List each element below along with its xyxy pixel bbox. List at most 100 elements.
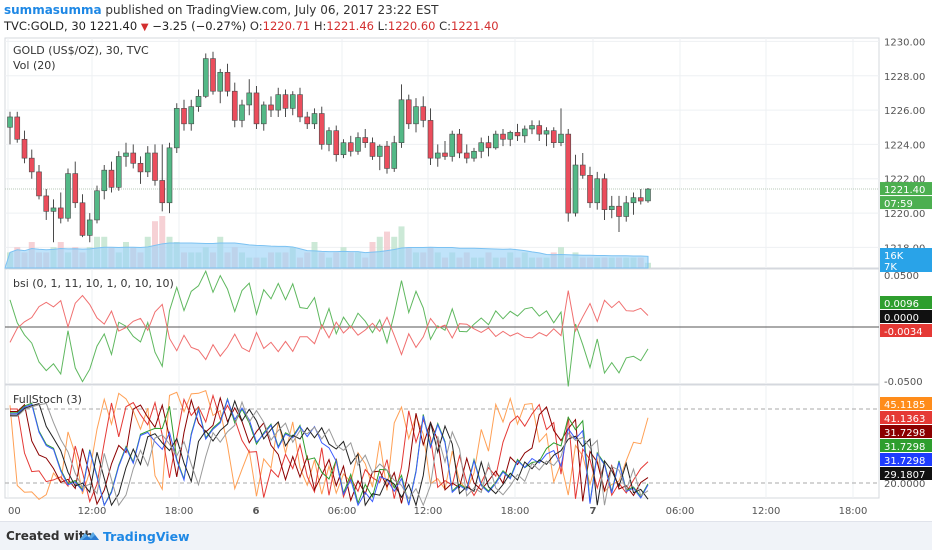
stoch-gray-line bbox=[10, 400, 649, 507]
stoch-red-line bbox=[10, 393, 649, 504]
candle bbox=[246, 79, 253, 116]
price-pane[interactable] bbox=[4, 37, 880, 269]
candle bbox=[500, 128, 506, 147]
bsi-value-badge: 0.0096 bbox=[880, 296, 932, 310]
svg-text:16K: 16K bbox=[884, 251, 904, 262]
price-axis[interactable]: 1230.00 1228.00 1226.00 1224.00 1222.00 1220.… bbox=[880, 37, 932, 490]
candle bbox=[289, 91, 296, 116]
bsi-tick-label: 0.0500 bbox=[884, 271, 919, 282]
stoch-legend: FullStoch (3) bbox=[13, 393, 82, 406]
candle bbox=[318, 106, 325, 150]
candle bbox=[463, 144, 470, 164]
candle bbox=[413, 98, 419, 133]
candle bbox=[231, 82, 238, 128]
candle bbox=[521, 125, 528, 143]
svg-text:1221.40: 1221.40 bbox=[884, 185, 925, 196]
candle bbox=[210, 51, 216, 95]
time-tick-label: 06:00 bbox=[666, 506, 695, 517]
price-tick-label: 1222.00 bbox=[884, 175, 925, 186]
bsi-tick-label: -0.0500 bbox=[884, 377, 923, 388]
candle bbox=[434, 144, 441, 167]
candle bbox=[637, 189, 644, 205]
stoch-value-badge: 31.7298 bbox=[880, 453, 932, 467]
svg-text:29.1807: 29.1807 bbox=[884, 470, 925, 481]
candle bbox=[282, 89, 289, 117]
stoch-value-badge: 45.1185 bbox=[880, 397, 932, 411]
candle bbox=[43, 189, 50, 220]
open-label: O: bbox=[249, 19, 263, 33]
candle bbox=[558, 108, 564, 147]
candle bbox=[616, 195, 622, 232]
candle bbox=[645, 188, 651, 203]
candle bbox=[347, 135, 354, 157]
symbol-quote-header: TVC:GOLD, 30 1221.40 ▼ −3.25 (−0.27%) O:… bbox=[4, 19, 499, 33]
volume-badge: 16K bbox=[880, 248, 932, 262]
candle bbox=[427, 108, 434, 166]
bsi-value-badge: -0.0034 bbox=[880, 324, 932, 338]
symbol-label: TVC:GOLD, 30 bbox=[4, 19, 86, 33]
time-axis[interactable]: 00 12:00 18:00 6 06:00 12:00 18:00 7 06:00 12:00 1… bbox=[8, 506, 867, 517]
candle bbox=[50, 199, 57, 243]
candle bbox=[65, 168, 71, 222]
candle bbox=[188, 99, 195, 131]
tradingview-logo-icon bbox=[79, 532, 99, 540]
candle bbox=[355, 132, 361, 155]
candle bbox=[326, 127, 332, 152]
time-tick-label: 18:00 bbox=[165, 506, 194, 517]
chart-canvas[interactable]: GOLD (US$/OZ), 30, TVC Vol (20) bsi (0, … bbox=[0, 0, 932, 521]
candle bbox=[456, 128, 463, 159]
candle bbox=[471, 147, 477, 162]
price-change: −3.25 (−0.27%) bbox=[152, 19, 247, 33]
candle bbox=[268, 96, 274, 117]
last-price: 1221.40 bbox=[89, 19, 138, 33]
candle bbox=[623, 195, 630, 222]
candle bbox=[57, 192, 64, 224]
candle bbox=[340, 139, 347, 159]
time-tick-label: 12:00 bbox=[752, 506, 781, 517]
candle bbox=[543, 127, 550, 147]
candle bbox=[94, 185, 100, 224]
time-tick-label: 12:00 bbox=[414, 506, 443, 517]
bsi-buy-line bbox=[9, 269, 649, 387]
candle bbox=[224, 63, 231, 97]
bsi-legend: bsi (0, 1, 11, 10, 1, 0, 10, 10) bbox=[13, 277, 174, 290]
candle bbox=[442, 140, 448, 160]
last-price-badge: 1221.40 bbox=[880, 182, 932, 196]
volume-bar bbox=[398, 226, 405, 268]
bsi-value-badge: 0.0000 bbox=[880, 310, 932, 324]
down-triangle-icon: ▼ bbox=[140, 22, 149, 33]
candle bbox=[420, 96, 427, 128]
svg-text:-0.0034: -0.0034 bbox=[884, 327, 923, 338]
price-legend: GOLD (US$/OZ), 30, TVC bbox=[13, 44, 149, 57]
candle bbox=[608, 195, 615, 219]
stoch-value-badge: 41.1363 bbox=[880, 411, 932, 425]
candle bbox=[239, 99, 245, 128]
candle bbox=[260, 101, 267, 131]
candle bbox=[195, 89, 202, 112]
stoch-value-badge: 31.7298 bbox=[880, 439, 932, 453]
volume-bar bbox=[159, 216, 166, 268]
candle bbox=[485, 135, 492, 157]
high-label: H: bbox=[313, 19, 327, 33]
candle bbox=[159, 144, 166, 212]
high-value: 1221.46 bbox=[326, 19, 374, 33]
stoch-value-badge: 29.1807 bbox=[880, 467, 932, 481]
candle bbox=[108, 161, 115, 193]
candle bbox=[594, 171, 601, 210]
time-tick-label: 12:00 bbox=[78, 506, 107, 517]
svg-text:0.0000: 0.0000 bbox=[884, 313, 919, 324]
author-link[interactable]: summasumma bbox=[4, 3, 102, 17]
candle bbox=[297, 87, 303, 123]
svg-text:31.7298: 31.7298 bbox=[884, 456, 925, 467]
candle bbox=[101, 165, 108, 200]
publish-header: summasumma published on TradingView.com,… bbox=[4, 3, 438, 17]
tradingview-brand-link[interactable]: TradingView bbox=[103, 529, 190, 544]
volume-legend: Vol (20) bbox=[13, 59, 56, 72]
candle bbox=[507, 130, 514, 147]
candle bbox=[630, 192, 637, 215]
price-tick-label: 1230.00 bbox=[884, 37, 925, 48]
stoch-pane[interactable] bbox=[4, 384, 880, 499]
svg-text:7K: 7K bbox=[884, 262, 897, 273]
low-value: 1220.60 bbox=[387, 19, 436, 33]
volume-bar bbox=[384, 231, 390, 268]
